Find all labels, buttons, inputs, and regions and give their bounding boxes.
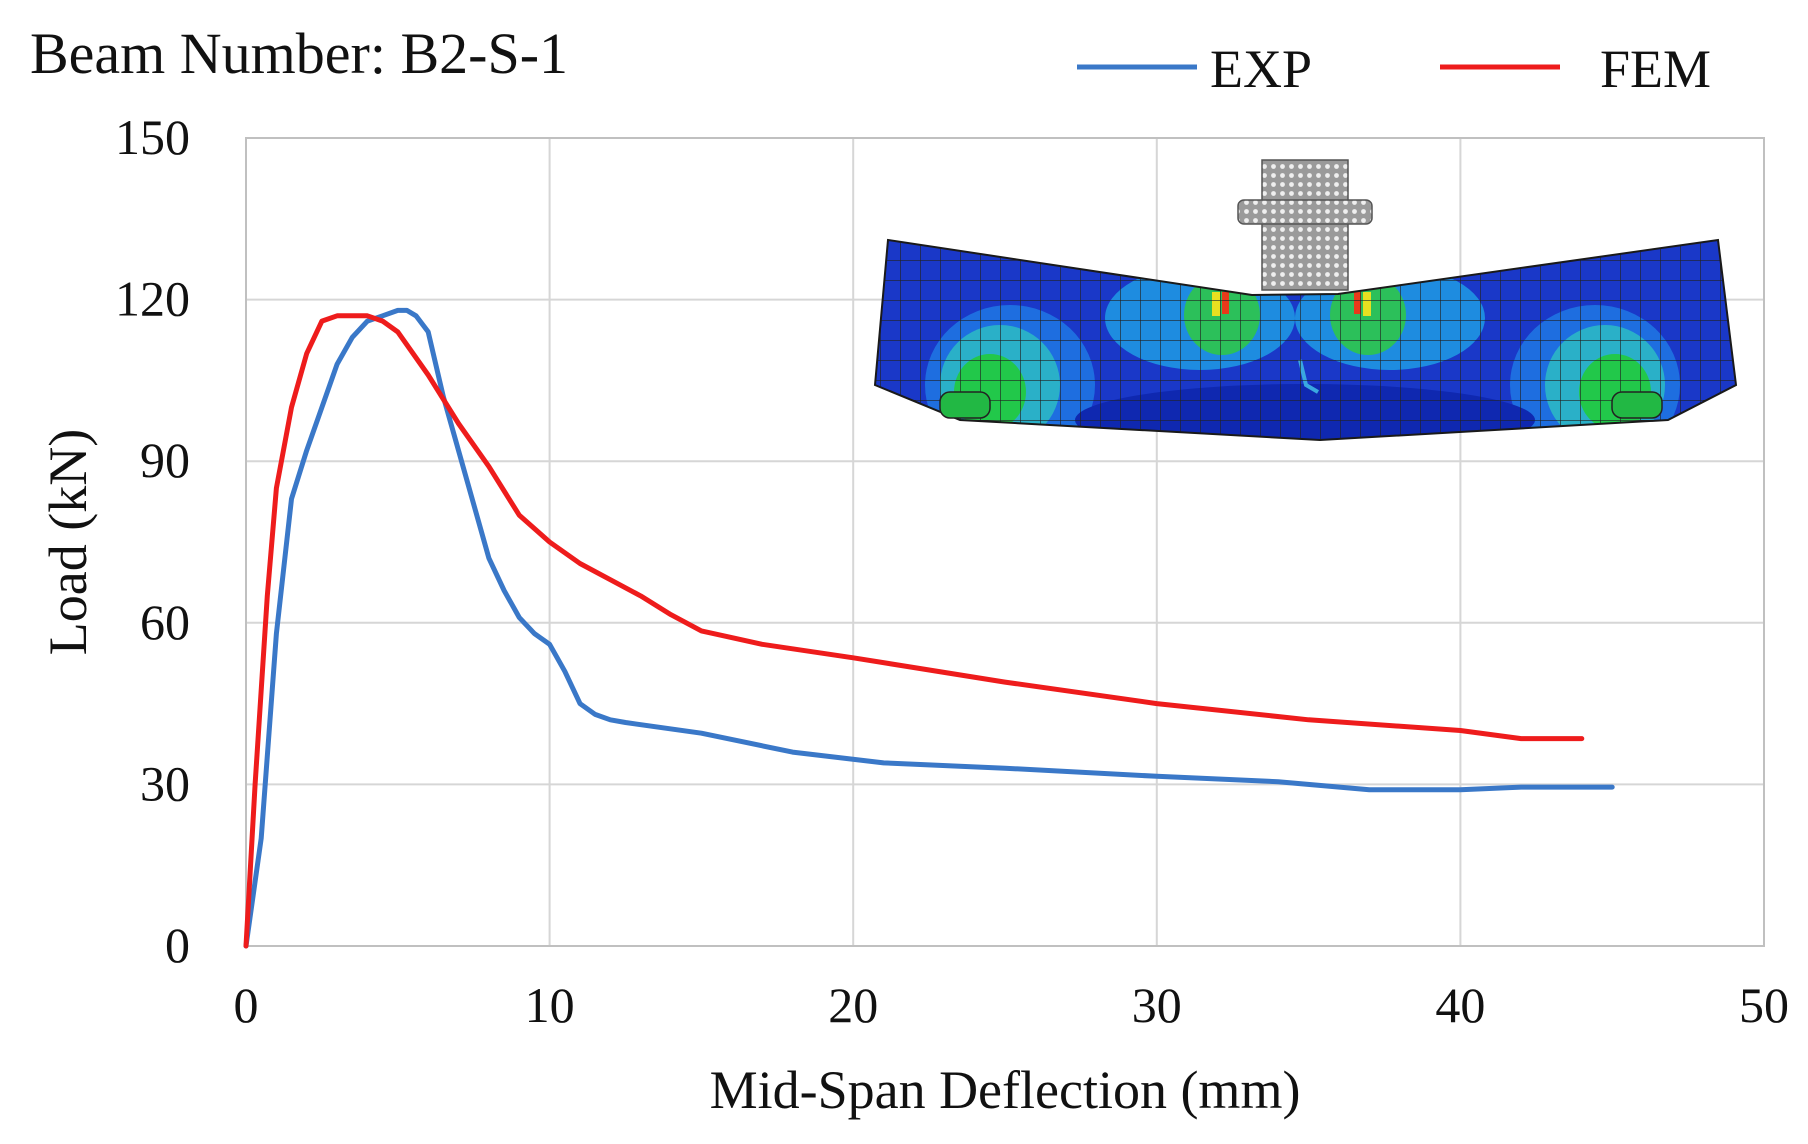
x-tick-label: 0 <box>234 977 259 1033</box>
y-tick-label: 60 <box>140 594 190 650</box>
y-axis-label: Load (kN) <box>38 429 98 655</box>
fe-contour-inset-image <box>873 159 1738 442</box>
legend-label-exp: EXP <box>1210 39 1312 99</box>
y-tick-label: 150 <box>115 109 190 165</box>
y-tick-label: 0 <box>165 917 190 973</box>
series-line-exp <box>243 307 1615 949</box>
axis-ticks: 0 10 20 30 40 50 0 30 60 90 120 150 <box>115 109 1789 1033</box>
plot-frame <box>245 137 1765 947</box>
x-tick-label: 50 <box>1739 977 1789 1033</box>
x-tick-label: 30 <box>1132 977 1182 1033</box>
series-line-fem <box>243 313 1585 949</box>
y-tick-label: 30 <box>140 755 190 811</box>
chart-title: Beam Number: B2-S-1 <box>30 21 568 86</box>
legend: EXP FEM <box>1077 39 1711 99</box>
x-tick-label: 40 <box>1435 977 1485 1033</box>
series-lines <box>243 307 1615 949</box>
x-axis-label: Mid-Span Deflection (mm) <box>710 1060 1301 1120</box>
legend-label-fem: FEM <box>1600 39 1711 99</box>
x-tick-label: 10 <box>525 977 575 1033</box>
y-tick-label: 90 <box>140 432 190 488</box>
x-tick-label: 20 <box>828 977 878 1033</box>
y-tick-label: 120 <box>115 271 190 327</box>
